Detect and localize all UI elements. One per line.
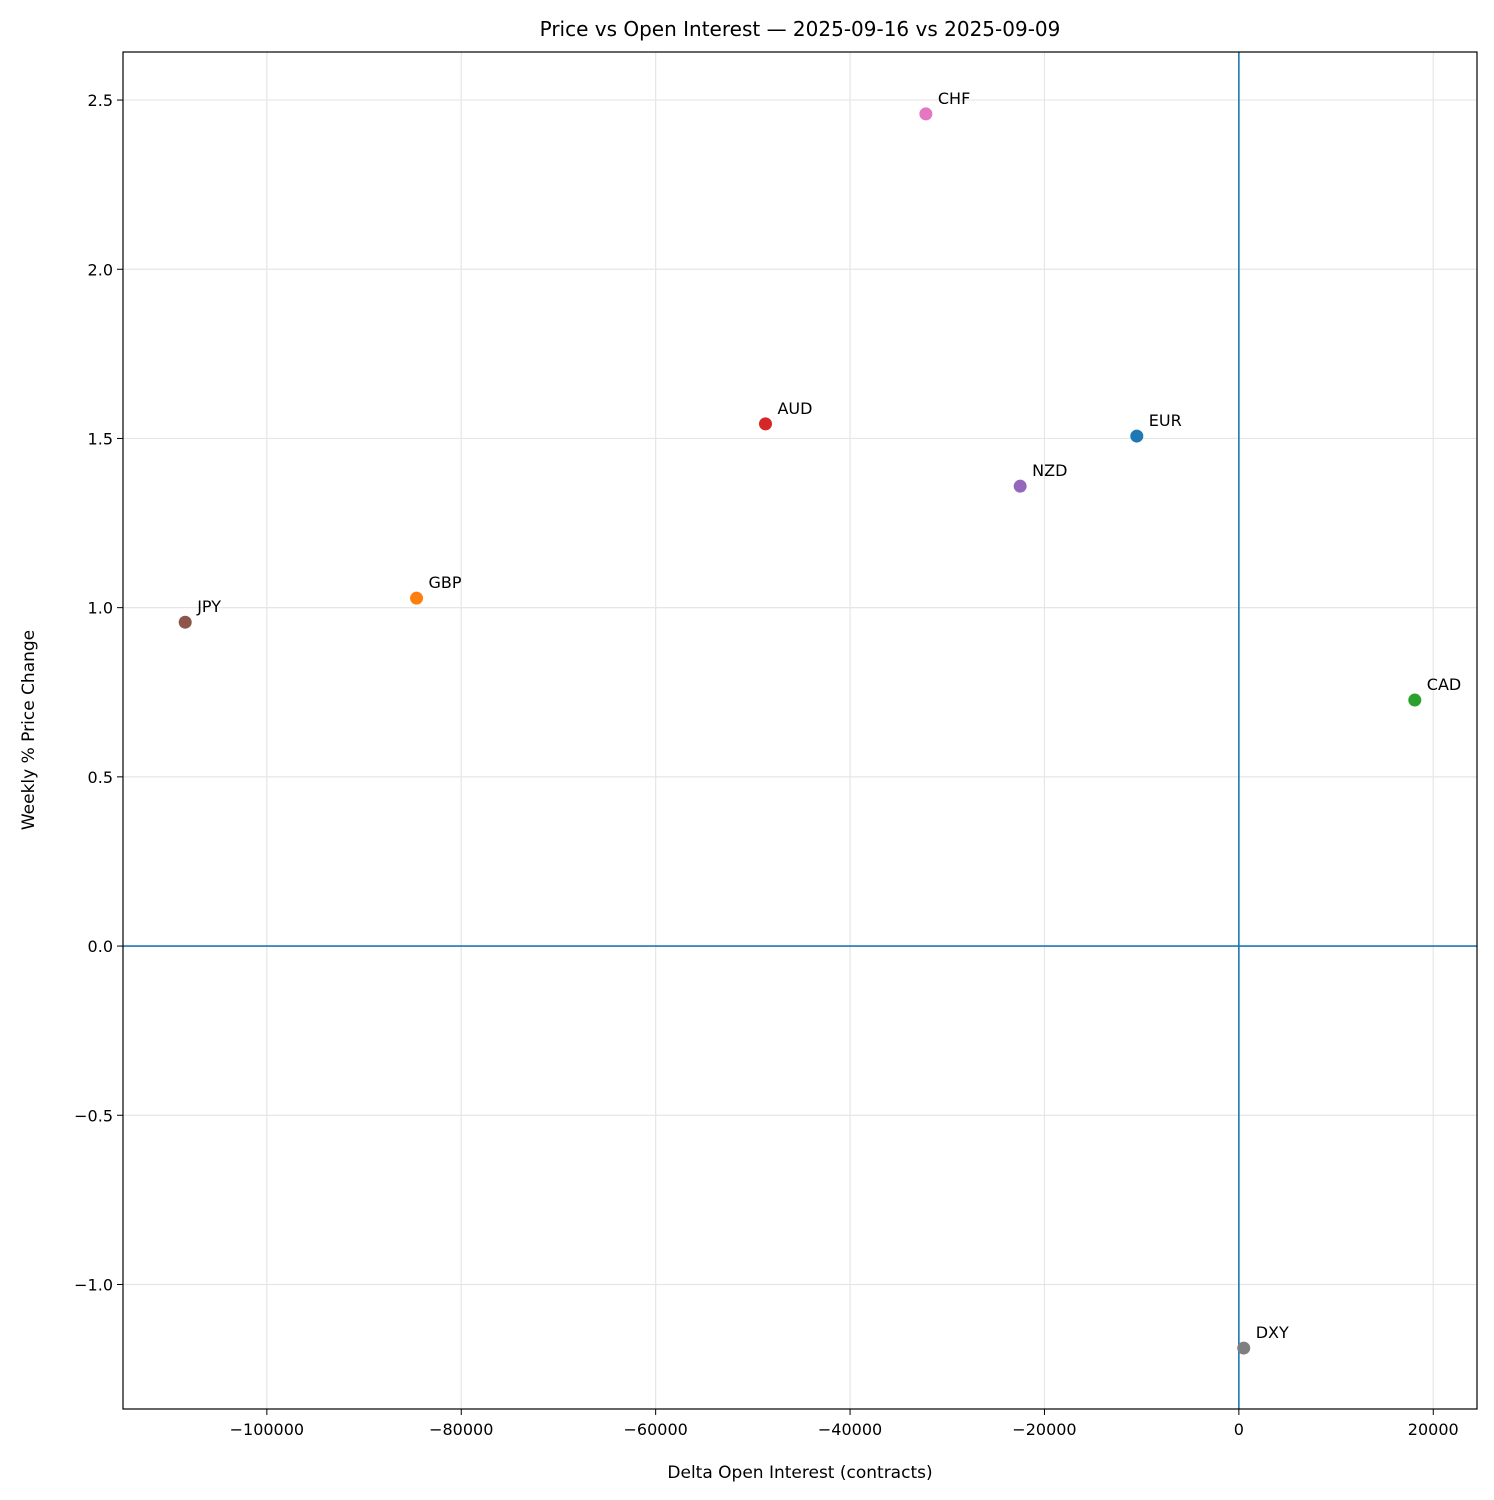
point-jpy bbox=[178, 615, 192, 629]
data-points: EUR GBP CAD AUD NZD JPY CHF DXY bbox=[178, 89, 1461, 1355]
point-label: EUR bbox=[1149, 411, 1182, 430]
y-tick-label: 1.0 bbox=[88, 599, 113, 618]
point-label: DXY bbox=[1256, 1323, 1289, 1342]
grid bbox=[123, 52, 1477, 1409]
x-axis-label: Delta Open Interest (contracts) bbox=[667, 1463, 932, 1483]
point-gbp bbox=[410, 591, 424, 605]
reference-lines bbox=[123, 52, 1477, 1409]
point-label: NZD bbox=[1032, 461, 1067, 480]
point-label: AUD bbox=[777, 399, 812, 418]
y-tick-label: 2.0 bbox=[88, 260, 113, 279]
point-label: JPY bbox=[196, 597, 221, 616]
y-tick-label: 0.0 bbox=[88, 937, 113, 956]
x-tick-label: −20000 bbox=[1012, 1420, 1076, 1439]
point-label: CAD bbox=[1427, 675, 1461, 694]
x-tick-label: −100000 bbox=[230, 1420, 304, 1439]
point-nzd bbox=[1013, 479, 1027, 493]
chart-title: Price vs Open Interest — 2025-09-16 vs 2… bbox=[540, 17, 1061, 41]
point-label: GBP bbox=[429, 573, 462, 592]
x-axis: −100000 −80000 −60000 −40000 −20000 0 20000 bbox=[230, 1409, 1459, 1439]
y-tick-label: −1.0 bbox=[74, 1275, 113, 1294]
y-tick-label: 0.5 bbox=[88, 768, 113, 787]
x-tick-label: −60000 bbox=[624, 1420, 688, 1439]
point-aud bbox=[758, 417, 772, 431]
point-dxy bbox=[1237, 1341, 1251, 1355]
point-eur bbox=[1130, 429, 1144, 443]
y-axis: −1.0 −0.5 0.0 0.5 1.0 1.5 2.0 2.5 bbox=[74, 91, 123, 1294]
y-tick-label: −0.5 bbox=[74, 1106, 113, 1125]
y-axis-label: Weekly % Price Change bbox=[19, 630, 39, 830]
x-tick-label: 0 bbox=[1234, 1420, 1244, 1439]
point-chf bbox=[919, 107, 933, 121]
y-tick-label: 1.5 bbox=[88, 429, 113, 448]
x-tick-label: 20000 bbox=[1408, 1420, 1459, 1439]
plot-frame bbox=[122, 51, 1478, 1410]
x-tick-label: −80000 bbox=[429, 1420, 493, 1439]
x-tick-label: −40000 bbox=[818, 1420, 882, 1439]
point-label: CHF bbox=[938, 89, 970, 108]
y-tick-label: 2.5 bbox=[88, 91, 113, 110]
point-cad bbox=[1408, 693, 1422, 707]
